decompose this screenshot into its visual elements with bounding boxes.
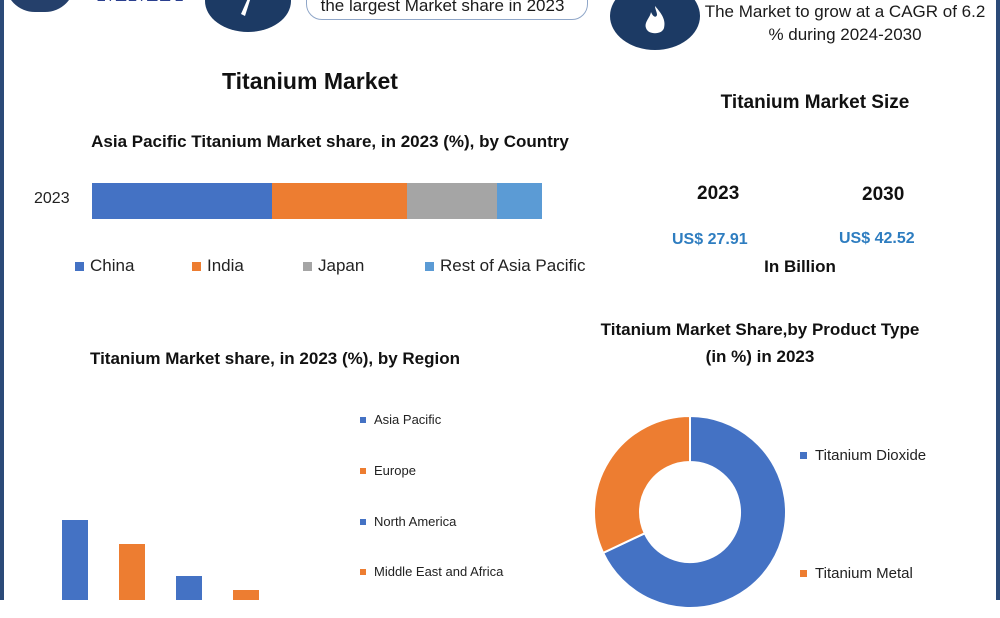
country-chart-category-label: 2023: [34, 190, 70, 207]
legend-label: North America: [374, 514, 457, 529]
pen-icon: [205, 0, 291, 32]
bar-segment-japan: [407, 183, 497, 219]
legend-swatch: [303, 261, 312, 271]
region-bar-middle-east-and-africa: [233, 590, 259, 600]
legend-swatch: [425, 261, 434, 271]
right-frame-border: [996, 0, 1000, 600]
legend-label: Europe: [374, 463, 416, 478]
legend-swatch: [360, 568, 366, 575]
legend-label: Asia Pacific: [374, 412, 442, 427]
page-title: Titanium Market: [222, 68, 398, 94]
legend-swatch: [360, 416, 366, 423]
legend-label: India: [207, 256, 244, 275]
product-legend-titanium-metal: Titanium Metal: [800, 565, 913, 582]
legend-label: Middle East and Africa: [374, 564, 504, 579]
region-legend-north-america: North America: [360, 514, 456, 529]
market-size-year-2030: 2030: [862, 184, 905, 205]
bar-segment-china: [92, 183, 272, 219]
region-legend-asia-pacific: Asia Pacific: [360, 412, 441, 427]
legend-label: Titanium Metal: [815, 565, 913, 582]
market-size-value-2030: US$ 42.52: [839, 230, 915, 247]
country-stacked-bar: [92, 183, 542, 219]
legend-swatch: [800, 452, 807, 459]
logo-swoosh: [5, 0, 75, 12]
product-chart-title: Titanium Market Share,by Product Type (i…: [600, 320, 920, 366]
legend-swatch: [192, 261, 201, 271]
legend-swatch: [360, 467, 366, 474]
legend-swatch: [75, 261, 84, 271]
donut-slice-titanium-dioxide: [601, 414, 787, 609]
logo: MMR: [5, 0, 200, 12]
legend-label: China: [90, 256, 135, 275]
market-size-year-2023: 2023: [697, 183, 740, 204]
logo-text: MMR: [97, 0, 184, 9]
region-legend-middle-east-and-africa: Middle East and Africa: [360, 564, 503, 579]
headline-right: The Market to grow at a CAGR of 6.2 % du…: [704, 2, 986, 44]
legend-item-rest-of-asia-pacific: Rest of Asia Pacific: [425, 256, 586, 276]
legend-label: Japan: [318, 256, 365, 275]
region-legend-europe: Europe: [360, 463, 416, 478]
legend-item-china: China: [75, 256, 134, 276]
market-size-unit: In Billion: [764, 257, 836, 276]
region-bar-chart: [30, 400, 340, 600]
flame-icon: [610, 0, 700, 50]
donut-slice-titanium-metal: [593, 414, 691, 555]
market-size-value-2023: US$ 27.91: [672, 231, 748, 248]
product-legend-titanium-dioxide: Titanium Dioxide: [800, 447, 926, 464]
region-bar-north-america: [176, 576, 202, 600]
left-frame-border: [0, 0, 4, 600]
region-bar-asia-pacific: [62, 520, 88, 600]
legend-label: Rest of Asia Pacific: [440, 256, 586, 275]
legend-swatch: [360, 518, 366, 525]
market-size-title: Titanium Market Size: [720, 92, 910, 113]
legend-swatch: [800, 570, 807, 577]
region-bar-europe: [119, 544, 145, 600]
country-chart-title: Asia Pacific Titanium Market share, in 2…: [91, 132, 569, 151]
region-chart-title: Titanium Market share, in 2023 (%), by R…: [90, 349, 461, 368]
legend-item-india: India: [192, 256, 244, 276]
legend-item-japan: Japan: [303, 256, 364, 276]
bar-segment-india: [272, 183, 407, 219]
product-donut-chart: [593, 414, 787, 609]
bar-segment-rest-of-asia-pacific: [497, 183, 542, 219]
legend-label: Titanium Dioxide: [815, 447, 927, 464]
headline-left: the largest Market share in 2023: [320, 0, 565, 15]
